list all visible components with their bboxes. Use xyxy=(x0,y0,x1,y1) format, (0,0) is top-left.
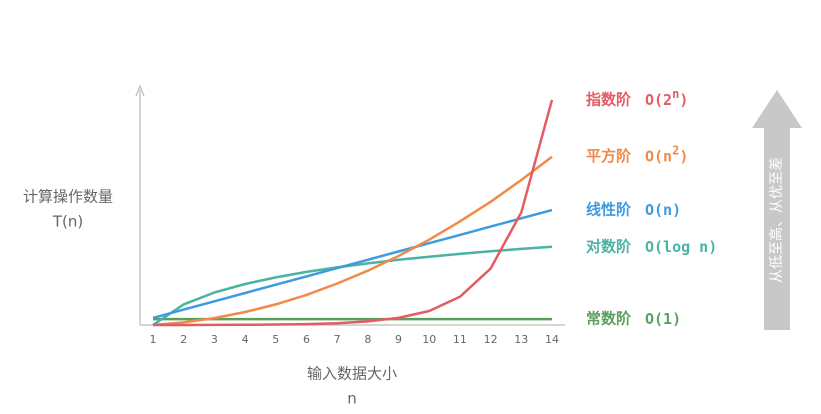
x-tick-label: 2 xyxy=(180,333,187,346)
y-axis-arrow xyxy=(135,84,145,97)
legend-formula: O(n) xyxy=(645,201,681,219)
x-tick-label: 9 xyxy=(395,333,402,346)
x-tick-label: 3 xyxy=(211,333,218,346)
x-tick-label: 8 xyxy=(364,333,371,346)
formula-part: 2 xyxy=(672,143,679,157)
formula-part: O(log n) xyxy=(645,237,717,255)
formula-part: O(n xyxy=(645,147,672,165)
x-tick-label: 11 xyxy=(453,333,467,346)
legend-name: 指数阶 xyxy=(586,90,632,108)
legend-formula: O(2n) xyxy=(645,86,688,108)
legend-name: 对数阶 xyxy=(586,237,632,255)
series-line xyxy=(153,99,554,327)
y-label: T(n) xyxy=(52,213,83,231)
x-tick-label: 14 xyxy=(545,333,559,346)
formula-part: O(n) xyxy=(645,201,681,219)
legend-formula: O(log n) xyxy=(645,237,717,255)
formula-part: ) xyxy=(679,147,688,165)
legend-name: 常数阶 xyxy=(586,310,632,328)
x-tick-label: 6 xyxy=(303,333,310,346)
legend-name: 平方阶 xyxy=(586,147,632,165)
x-tick-label: 7 xyxy=(334,333,341,346)
series-line xyxy=(152,245,553,327)
x-label: 输入数据大小 xyxy=(307,365,397,383)
formula-part: n xyxy=(672,86,679,100)
x-label: n xyxy=(347,390,357,408)
x-tick-label: 13 xyxy=(514,333,528,346)
legend-name: 线性阶 xyxy=(586,201,632,219)
series-line xyxy=(152,208,553,320)
formula-part: ) xyxy=(679,90,688,108)
legend-formula: O(n2) xyxy=(645,143,688,165)
x-tick-label: 12 xyxy=(484,333,498,346)
series-line xyxy=(152,155,553,327)
formula-part: O(1) xyxy=(645,310,681,328)
formula-part: O(2 xyxy=(645,90,672,108)
x-tick-label: 4 xyxy=(242,333,249,346)
order-arrow xyxy=(752,90,802,330)
x-tick-label: 1 xyxy=(150,333,157,346)
x-tick-label: 10 xyxy=(422,333,436,346)
legend-formula: O(1) xyxy=(645,310,681,328)
order-note: 从低至高、从优至差 xyxy=(768,157,785,283)
x-tick-label: 5 xyxy=(272,333,279,346)
y-label: 计算操作数量 xyxy=(23,188,113,206)
